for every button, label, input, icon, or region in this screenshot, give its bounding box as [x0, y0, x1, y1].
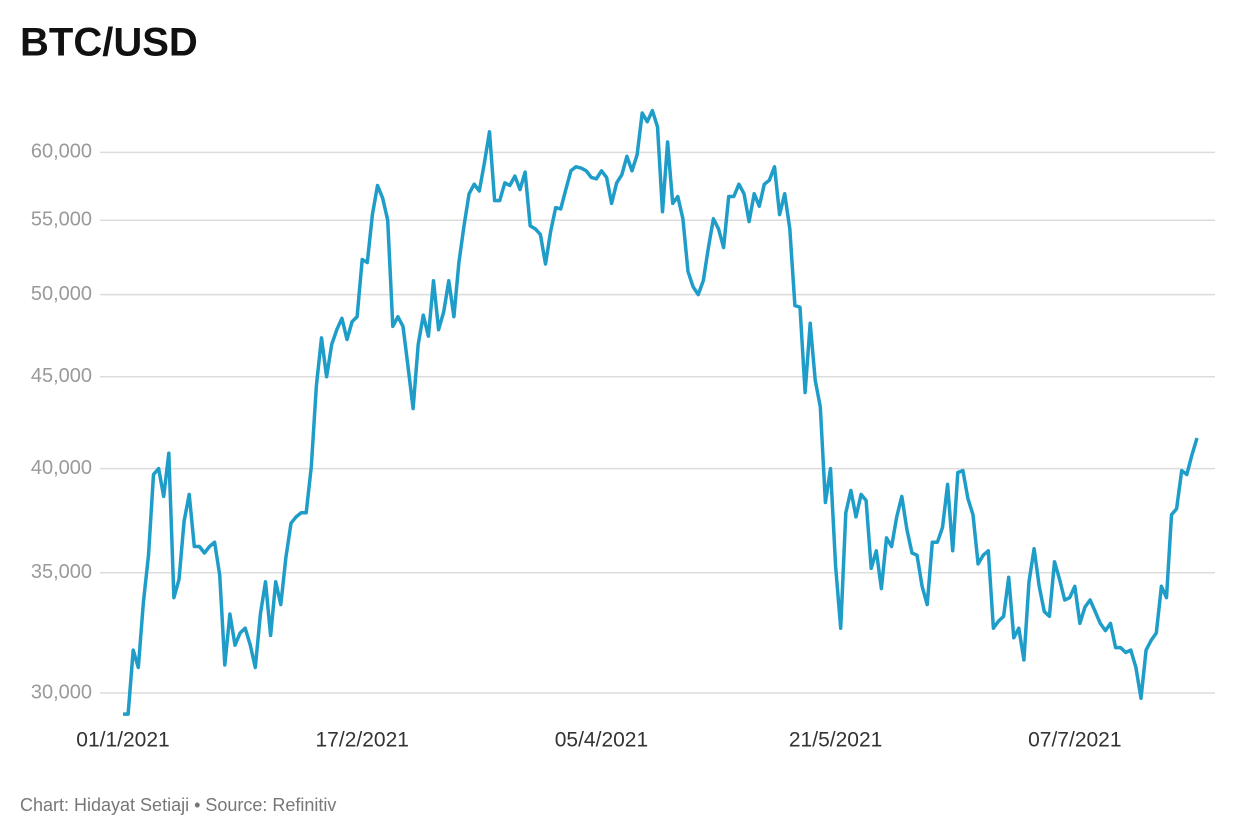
y-tick-label: 35,000: [31, 561, 92, 583]
chart-title: BTC/USD: [20, 21, 198, 65]
price-line: [123, 108, 1199, 716]
x-tick-label: 01/1/2021: [76, 729, 169, 752]
x-tick-label: 17/2/2021: [316, 729, 409, 752]
x-tick-label: 05/4/2021: [555, 729, 648, 752]
y-tick-label: 60,000: [31, 141, 92, 163]
y-tick-label: 40,000: [31, 457, 92, 479]
footer: Chart: Hidayat Setiaji • Source: Refinit…: [20, 795, 336, 815]
y-tick-label: 50,000: [31, 283, 92, 305]
x-tick-label: 07/7/2021: [1028, 729, 1121, 752]
y-tick-label: 30,000: [31, 681, 92, 703]
x-tick-label: 21/5/2021: [789, 729, 882, 752]
y-tick-label: 55,000: [31, 209, 92, 231]
y-tick-label: 45,000: [31, 365, 92, 387]
